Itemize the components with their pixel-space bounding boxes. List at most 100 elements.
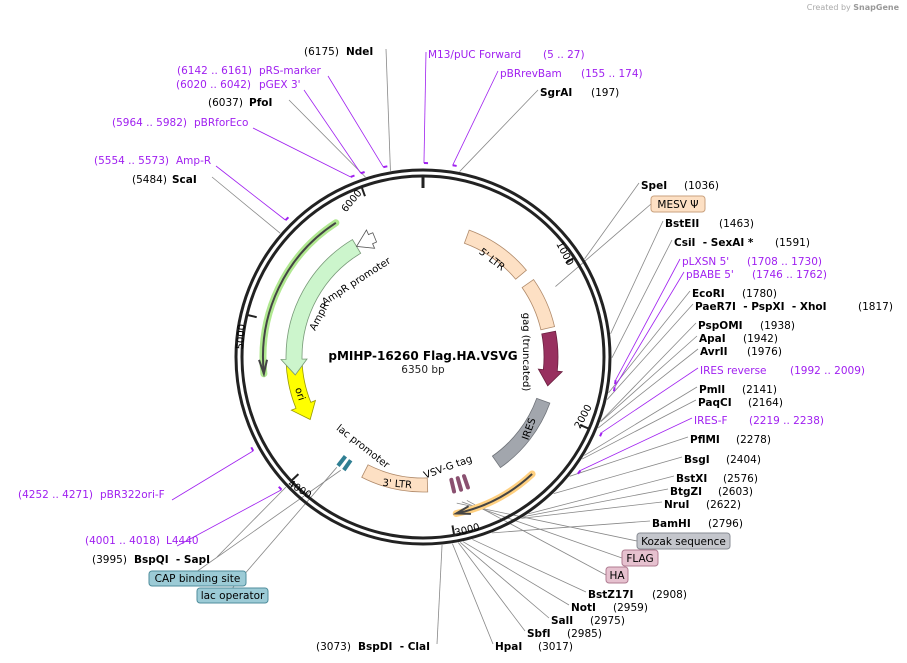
feature-box-label[interactable]: HA bbox=[609, 570, 625, 582]
enzyme-site[interactable]: EcoRI (1780) bbox=[692, 288, 777, 300]
enzyme-name[interactable]: NotI bbox=[571, 602, 596, 614]
enzyme-site[interactable]: SpeI (1036) bbox=[641, 180, 719, 192]
enzyme-site[interactable]: PaeR7I - PspXI - XhoI (1817) bbox=[695, 301, 893, 313]
enzyme-name[interactable]: AvrII bbox=[700, 346, 728, 358]
enzyme-site[interactable]: PflMI (2278) bbox=[690, 434, 771, 446]
feature-box-kozak-sequence[interactable]: Kozak sequence bbox=[636, 532, 731, 550]
feature-label-gag[interactable]: gag (truncated) bbox=[520, 313, 531, 392]
enzyme-name[interactable]: PflMI bbox=[690, 434, 720, 446]
enzyme-name[interactable]: PaeR7I - PspXI - XhoI bbox=[695, 301, 827, 313]
feature-box-mesv[interactable]: MESV Ψ bbox=[650, 195, 706, 213]
primer[interactable]: IRES-F (2219 .. 2238) bbox=[694, 415, 824, 427]
enzyme-site[interactable]: BamHI (2796) bbox=[652, 518, 743, 530]
primer-name[interactable]: pGEX 3' bbox=[259, 79, 301, 91]
enzyme-site[interactable]: BstZ17I (2908) bbox=[588, 589, 687, 601]
enzyme-name[interactable]: SalI bbox=[551, 615, 573, 627]
feature-box-ha[interactable]: HA bbox=[605, 566, 629, 584]
feature-box-cap-binding-site[interactable]: CAP binding site bbox=[148, 570, 247, 587]
feature-ampr-arrow[interactable] bbox=[280, 239, 362, 376]
enzyme-name[interactable]: ScaI bbox=[172, 174, 197, 186]
feature-label-ltr3[interactable]: 3' LTR bbox=[382, 478, 412, 492]
enzyme-name[interactable]: BamHI bbox=[652, 518, 691, 530]
enzyme-site[interactable]: NdeI (6175) bbox=[304, 46, 373, 58]
primer[interactable]: (4252 .. 4271) pBR322ori-F bbox=[18, 489, 165, 501]
primer-name[interactable]: pBRrevBam bbox=[500, 68, 562, 80]
enzyme-name[interactable]: BsgI bbox=[684, 454, 710, 466]
enzyme-name[interactable]: BspQI - SapI bbox=[134, 554, 210, 566]
enzyme-name[interactable]: SbfI bbox=[527, 628, 551, 640]
feature-box-label[interactable]: CAP binding site bbox=[155, 573, 241, 585]
feature-ampr-promoter-arrow[interactable] bbox=[355, 229, 378, 249]
enzyme-name[interactable]: BspDI - ClaI bbox=[358, 641, 430, 653]
primer-name[interactable]: Amp-R bbox=[176, 155, 211, 167]
enzyme-name[interactable]: PfoI bbox=[249, 97, 272, 109]
enzyme-site[interactable]: BsgI (2404) bbox=[684, 454, 761, 466]
primer[interactable]: (6142 .. 6161) pRS-marker bbox=[177, 65, 322, 77]
orf-arrow-ampr[interactable] bbox=[262, 221, 337, 374]
primer-name[interactable]: pBR322ori-F bbox=[100, 489, 165, 501]
primer[interactable]: (5554 .. 5573) Amp-R bbox=[94, 155, 211, 167]
enzyme-site[interactable]: BspDI - ClaI (3073) bbox=[316, 641, 430, 653]
feature-box-lac-operator[interactable]: lac operator bbox=[196, 587, 269, 604]
enzyme-site[interactable]: BtgZI (2603) bbox=[670, 486, 753, 498]
enzyme-site[interactable]: BstEII (1463) bbox=[665, 218, 754, 230]
enzyme-site[interactable]: BspQI - SapI (3995) bbox=[92, 554, 210, 566]
enzyme-site[interactable]: HpaI (3017) bbox=[495, 641, 573, 653]
enzyme-name[interactable]: BstZ17I bbox=[588, 589, 633, 601]
primer-name[interactable]: IRES reverse bbox=[700, 365, 767, 377]
enzyme-name[interactable]: EcoRI bbox=[692, 288, 725, 300]
enzyme-name[interactable]: BstXI bbox=[676, 473, 707, 485]
primer[interactable]: M13/pUC Forward (5 .. 27) bbox=[428, 49, 585, 61]
feature-3-ltr[interactable] bbox=[361, 464, 429, 493]
primer[interactable]: IRES reverse (1992 .. 2009) bbox=[700, 365, 865, 377]
feature-ires[interactable] bbox=[491, 397, 551, 469]
enzyme-name[interactable]: PmlI bbox=[699, 384, 725, 396]
enzyme-name[interactable]: BstEII bbox=[665, 218, 699, 230]
feature-box-flag[interactable]: FLAG bbox=[621, 549, 659, 567]
enzyme-name[interactable]: CsiI - SexAI * bbox=[674, 237, 754, 249]
primer-name[interactable]: IRES-F bbox=[694, 415, 728, 427]
feature-5-ltr[interactable] bbox=[463, 229, 527, 280]
primer[interactable]: (4001 .. 4018) L4440 bbox=[85, 535, 199, 547]
feature-box-label[interactable]: lac operator bbox=[201, 590, 265, 602]
enzyme-name[interactable]: HpaI bbox=[495, 641, 522, 653]
feature-gag-box[interactable] bbox=[521, 279, 556, 331]
feature-box-label[interactable]: FLAG bbox=[626, 553, 653, 565]
enzyme-site[interactable]: PmlI (2141) bbox=[699, 384, 777, 396]
primer-name[interactable]: pRS-marker bbox=[259, 65, 322, 77]
enzyme-name[interactable]: SgrAI bbox=[540, 87, 572, 99]
primer[interactable]: (5964 .. 5982) pBRforEco bbox=[112, 117, 248, 129]
enzyme-name[interactable]: NdeI bbox=[346, 46, 373, 58]
primer-name[interactable]: pBRforEco bbox=[194, 117, 248, 129]
primer-name[interactable]: M13/pUC Forward bbox=[428, 49, 521, 61]
enzyme-site[interactable]: SalI (2975) bbox=[551, 615, 625, 627]
enzyme-site[interactable]: SbfI (2985) bbox=[527, 628, 602, 640]
primer[interactable]: pBRrevBam (155 .. 174) bbox=[500, 68, 643, 80]
enzyme-site[interactable]: PaqCI (2164) bbox=[698, 397, 783, 409]
enzyme-name[interactable]: ApaI bbox=[699, 333, 726, 345]
feature-label-lac-promoter[interactable]: lac promoter bbox=[334, 423, 392, 472]
primer-name[interactable]: L4440 bbox=[166, 535, 199, 547]
orf-arrow-vsvg[interactable] bbox=[456, 473, 533, 515]
primer[interactable]: pBABE 5' (1746 .. 1762) bbox=[686, 269, 827, 281]
enzyme-site[interactable]: ApaI (1942) bbox=[699, 333, 778, 345]
primer-name[interactable]: pBABE 5' bbox=[686, 269, 734, 281]
enzyme-name[interactable]: NruI bbox=[664, 499, 689, 511]
enzyme-site[interactable]: ScaI (5484) bbox=[132, 174, 197, 186]
enzyme-site[interactable]: PfoI (6037) bbox=[208, 97, 272, 109]
primer[interactable]: (6020 .. 6042) pGEX 3' bbox=[176, 79, 301, 91]
enzyme-site[interactable]: SgrAI (197) bbox=[540, 87, 619, 99]
feature-box-label[interactable]: MESV Ψ bbox=[657, 199, 698, 211]
feature-gag-truncated-arrow[interactable] bbox=[537, 330, 564, 387]
enzyme-site[interactable]: NotI (2959) bbox=[571, 602, 648, 614]
enzyme-site[interactable]: PspOMI (1938) bbox=[698, 320, 795, 332]
enzyme-site[interactable]: AvrII (1976) bbox=[700, 346, 782, 358]
enzyme-name[interactable]: SpeI bbox=[641, 180, 667, 192]
enzyme-name[interactable]: PaqCI bbox=[698, 397, 732, 409]
enzyme-site[interactable]: CsiI - SexAI * (1591) bbox=[674, 237, 810, 249]
enzyme-site[interactable]: NruI (2622) bbox=[664, 499, 741, 511]
enzyme-site[interactable]: BstXI (2576) bbox=[676, 473, 758, 485]
enzyme-name[interactable]: PspOMI bbox=[698, 320, 743, 332]
feature-label-ori[interactable]: ori bbox=[292, 386, 306, 402]
primer[interactable]: pLXSN 5' (1708 .. 1730) bbox=[682, 256, 822, 268]
